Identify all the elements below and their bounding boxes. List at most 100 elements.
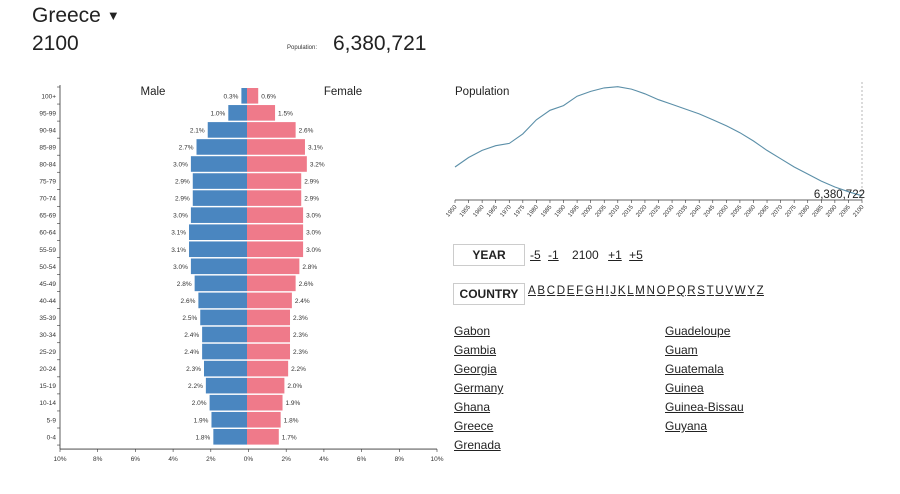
x-tick-label: 2095 [839,204,853,219]
female-bar [247,258,300,275]
female-value-label: 1.8% [284,417,299,424]
male-value-label: 2.2% [188,383,203,390]
country-link[interactable]: Guam [665,343,698,357]
age-group-label: 40-44 [39,298,56,305]
female-value-label: 2.3% [293,332,308,339]
male-bar [192,190,247,206]
male-value-label: 1.0% [210,110,225,117]
letter-link[interactable]: E [566,285,575,297]
country-label-box: COUNTRY [453,283,525,305]
letter-link[interactable]: R [687,285,696,297]
female-bar [247,122,296,138]
year-label-box: YEAR [453,244,525,266]
letter-link[interactable]: O [656,285,666,297]
country-link[interactable]: Guinea-Bissau [665,400,744,414]
female-value-label: 2.6% [299,281,314,288]
letter-link[interactable]: Z [756,285,764,297]
x-tick-label: 2085 [812,204,826,219]
country-list-column-1: Gabon Gambia Georgia Germany Ghana Greece Gren… [454,322,503,455]
male-bar [213,429,247,445]
female-label: Female [324,86,362,98]
male-value-label: 2.9% [175,196,190,203]
letter-link[interactable]: Q [676,285,686,297]
country-dropdown[interactable]: Greece ▼ [32,4,120,28]
country-link[interactable]: Germany [454,381,504,395]
letter-link[interactable]: A [528,285,536,297]
letter-link[interactable]: K [617,285,626,297]
country-link[interactable]: Greece [454,419,494,433]
male-bar [207,122,247,138]
x-tick-label: 1980 [527,204,541,219]
country-link[interactable]: Guadeloupe [665,324,731,338]
year-plus5-link[interactable]: +5 [629,248,643,262]
alphabet-index: ABCDEFGHIJKLMNOPQRSTUVWYZ [528,285,765,297]
male-value-label: 2.4% [184,332,199,339]
age-group-label: 55-59 [39,247,56,254]
line-chart-title: Population [455,86,509,98]
male-value-label: 2.4% [184,349,199,356]
male-bar [209,394,247,411]
letter-link[interactable]: I [605,285,609,297]
country-link[interactable]: Georgia [454,362,497,376]
male-bar [198,292,247,309]
age-group-label: 65-69 [39,213,56,220]
female-value-label: 3.1% [308,144,323,151]
letter-link[interactable]: N [646,285,656,297]
female-value-label: 1.5% [278,110,293,117]
male-bar [189,241,247,258]
age-group-label: 30-34 [39,332,56,339]
age-group-label: 90-94 [39,127,56,134]
x-tick-label: 2005 [595,204,609,219]
x-tick-label: 2010 [608,204,622,219]
letter-link[interactable]: M [635,285,646,297]
country-link[interactable]: Grenada [454,438,501,452]
letter-link[interactable]: Y [747,285,756,297]
male-bar [194,275,247,292]
female-bar [247,156,307,172]
year-plus1-link[interactable]: +1 [608,248,622,262]
x-tick-label: 2000 [581,204,595,219]
letter-link[interactable]: C [546,285,556,297]
year-controls: -5 -1 2100 +1 +5 [530,248,647,262]
x-tick-label: 2040 [690,204,704,219]
chevron-down-icon: ▼ [106,8,120,23]
age-group-label: 60-64 [39,230,56,237]
female-bar [247,275,296,292]
population-pyramid-chart: Male Female 0.3% 0.6% 100+ 1.0% 1.5% 95-99 2.1% 2… [39,85,444,463]
letter-link[interactable]: U [715,285,724,297]
letter-link[interactable]: P [667,285,676,297]
year-minus5-link[interactable]: -5 [530,248,541,262]
male-value-label: 2.6% [181,298,196,305]
letter-link[interactable]: S [697,285,706,297]
letter-link[interactable]: V [725,285,734,297]
letter-link[interactable]: D [556,285,566,297]
country-link[interactable]: Ghana [454,400,491,414]
male-value-label: 2.8% [177,281,192,288]
letter-link[interactable]: B [537,285,546,297]
male-value-label: 1.8% [196,434,211,441]
female-value-label: 3.0% [306,230,321,237]
x-tick-label: 1955 [459,204,473,219]
list-item: Guatemala [665,360,744,379]
female-value-label: 3.2% [310,162,325,169]
country-link[interactable]: Guinea [665,381,704,395]
country-link[interactable]: Guatemala [665,362,724,376]
letter-link[interactable]: L [627,285,634,297]
letter-link[interactable]: J [610,285,617,297]
country-link[interactable]: Guyana [665,419,708,433]
female-bar [247,207,304,223]
female-bar [247,190,302,206]
x-tick-label: 2025 [649,204,663,219]
letter-link[interactable]: W [734,285,746,297]
letter-link[interactable]: G [584,285,595,297]
letter-link[interactable]: T [706,285,714,297]
year-minus1-link[interactable]: -1 [548,248,559,262]
age-group-label: 95-99 [39,110,56,117]
female-bar [247,224,304,240]
country-link[interactable]: Gambia [454,343,497,357]
x-tick-label: 1985 [540,204,554,219]
letter-link[interactable]: H [595,285,605,297]
female-bar [247,343,291,360]
country-link[interactable]: Gabon [454,324,491,338]
letter-link[interactable]: F [576,285,584,297]
